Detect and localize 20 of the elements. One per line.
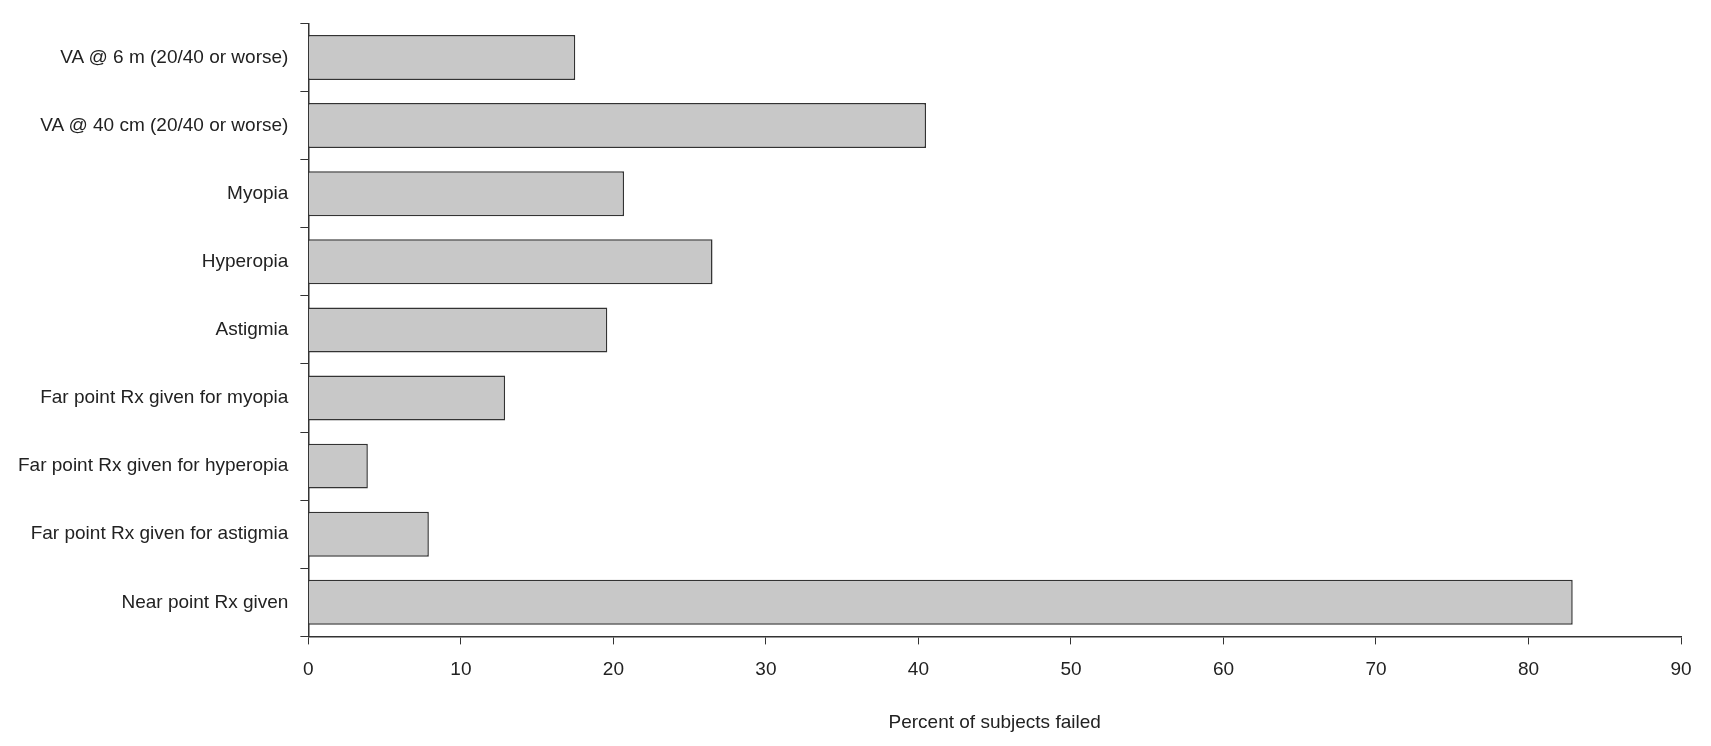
x-tick-label: 40 xyxy=(907,658,929,680)
y-tick-label: Far point Rx given for myopia xyxy=(40,386,289,408)
x-tick-label: 80 xyxy=(1517,658,1540,680)
y-tick-label: Near point Rx given xyxy=(121,590,289,612)
y-tick-label: Hyperopia xyxy=(201,250,289,272)
y-tick-label: Astigmia xyxy=(215,318,289,340)
x-tick-label: 30 xyxy=(755,658,777,680)
x-tick-label: 0 xyxy=(303,658,314,680)
x-tick-label: 90 xyxy=(1670,658,1692,680)
y-tick-label: Far point Rx given for hyperopia xyxy=(17,454,289,476)
y-tick-label: Myopia xyxy=(227,181,289,203)
y-tick-label: VA @ 40 cm (20/40 or worse) xyxy=(40,113,289,135)
x-tick-label: 60 xyxy=(1212,658,1235,680)
y-tick-label: Far point Rx given for astigmia xyxy=(30,522,289,544)
x-tick-label: 70 xyxy=(1365,658,1387,680)
y-tick-label: VA @ 6 m (20/40 or worse) xyxy=(60,45,289,67)
x-tick-label: 20 xyxy=(602,658,624,680)
x-tick-label: 50 xyxy=(1060,658,1082,680)
x-axis-title: Percent of subjects failed xyxy=(888,710,1101,732)
x-tick-label: 10 xyxy=(450,658,472,680)
